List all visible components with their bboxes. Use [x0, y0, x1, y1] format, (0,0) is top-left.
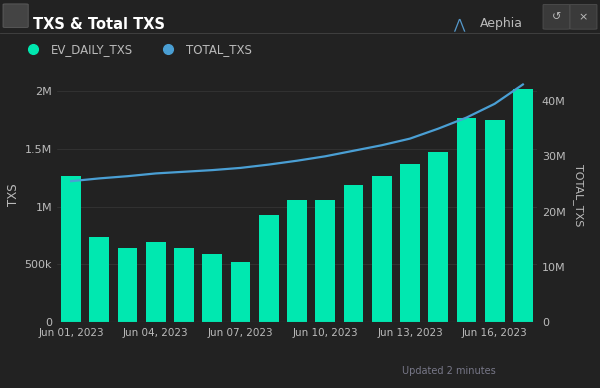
Bar [118, 248, 137, 322]
Bar [513, 89, 533, 322]
Bar [428, 152, 448, 322]
Bar [485, 120, 505, 322]
FancyBboxPatch shape [543, 5, 570, 29]
Bar [372, 177, 392, 322]
Bar [457, 118, 476, 322]
Bar [259, 215, 278, 322]
Bar [230, 262, 250, 322]
Bar [89, 237, 109, 322]
Text: Aephia: Aephia [480, 17, 523, 30]
FancyBboxPatch shape [570, 5, 597, 29]
Y-axis label: TOTAL_TXS: TOTAL_TXS [572, 164, 583, 226]
Text: TXS & Total TXS: TXS & Total TXS [33, 17, 165, 32]
Text: EV_DAILY_TXS: EV_DAILY_TXS [51, 43, 133, 56]
Bar [146, 242, 166, 322]
Bar [400, 164, 420, 322]
Text: TOTAL_TXS: TOTAL_TXS [186, 43, 252, 56]
Bar [202, 254, 222, 322]
Bar [316, 199, 335, 322]
FancyBboxPatch shape [3, 4, 28, 28]
Text: Updated 2 minutes: Updated 2 minutes [402, 366, 496, 376]
Y-axis label: TXS: TXS [7, 184, 20, 206]
Text: ×: × [579, 12, 588, 22]
Bar [61, 177, 81, 322]
Bar [287, 199, 307, 322]
Text: ↺: ↺ [552, 12, 561, 22]
Text: ⋀: ⋀ [453, 17, 464, 31]
Bar [344, 185, 364, 322]
Bar [174, 248, 194, 322]
